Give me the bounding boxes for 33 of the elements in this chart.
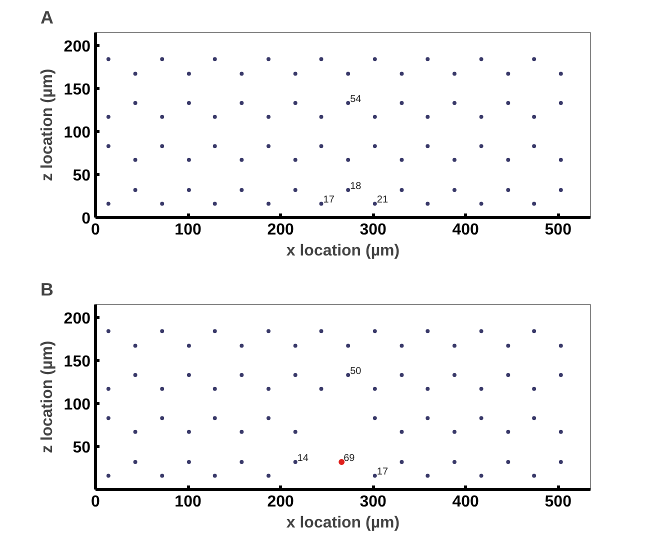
y-tick-label: 150 [64,81,91,98]
x-axis-title: x location (µm) [286,514,400,532]
y-tick-label: 200 [64,310,91,328]
x-tick-label: 100 [174,222,202,238]
y-axis-title: z location (µm) [38,340,56,454]
x-tick-label: 400 [452,222,480,238]
y-tick-label: 100 [64,124,91,142]
y-tick-label: 100 [64,396,91,414]
x-tick-label: 400 [452,494,480,510]
x-tick-label: 100 [174,494,202,510]
x-tick-label: 200 [267,222,294,238]
y-axis-title: z location (µm) [38,68,56,182]
x-axis-title: x location (µm) [286,242,400,260]
annotation: 69 [344,452,356,464]
y-tick-label: 0 [82,210,91,228]
y-tick-label: 50 [72,439,91,456]
x-tick-label: 200 [267,494,294,510]
y-tick-label: 150 [64,353,91,370]
chart-title: B [40,280,54,300]
chart-title: A [40,8,54,28]
annotation: 50 [350,366,362,378]
y-tick-label: 50 [72,167,91,184]
x-tick-label: 500 [544,222,572,238]
annotation: 17 [376,466,388,478]
annotation: 18 [350,180,362,192]
annotation: 21 [376,194,388,206]
annotation: 14 [297,452,309,464]
x-tick-label: 300 [360,222,387,238]
annotation: 17 [323,194,335,206]
x-tick-label: 300 [360,494,387,510]
y-tick-label: 200 [64,38,91,56]
annotation: 54 [350,94,362,106]
x-tick-label: 500 [544,494,572,510]
